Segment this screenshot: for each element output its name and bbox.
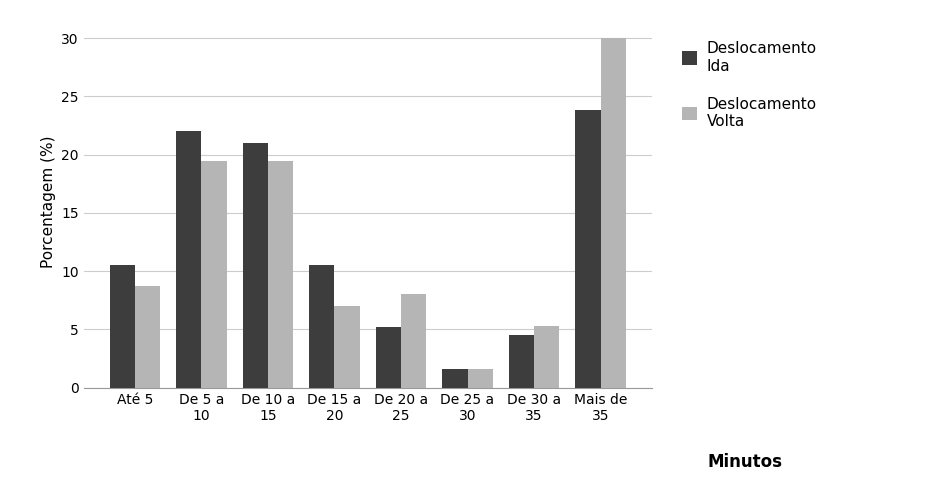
Bar [467, 369, 492, 388]
Y-axis label: Porcentagem (%): Porcentagem (%) [41, 135, 56, 267]
Bar [201, 161, 227, 388]
Bar [575, 110, 600, 388]
Bar [110, 265, 135, 388]
Legend: Deslocamento
Ida, Deslocamento
Volta: Deslocamento Ida, Deslocamento Volta [682, 41, 816, 129]
Bar [243, 143, 268, 388]
Bar [508, 335, 534, 388]
Bar [309, 265, 334, 388]
Bar [401, 294, 426, 388]
Text: Minutos: Minutos [708, 453, 783, 471]
Bar [600, 38, 626, 388]
Bar [135, 286, 160, 388]
Bar [376, 327, 401, 388]
Bar [334, 306, 359, 388]
Bar [442, 369, 467, 388]
Bar [268, 161, 293, 388]
Bar [534, 326, 560, 388]
Bar [176, 131, 201, 388]
